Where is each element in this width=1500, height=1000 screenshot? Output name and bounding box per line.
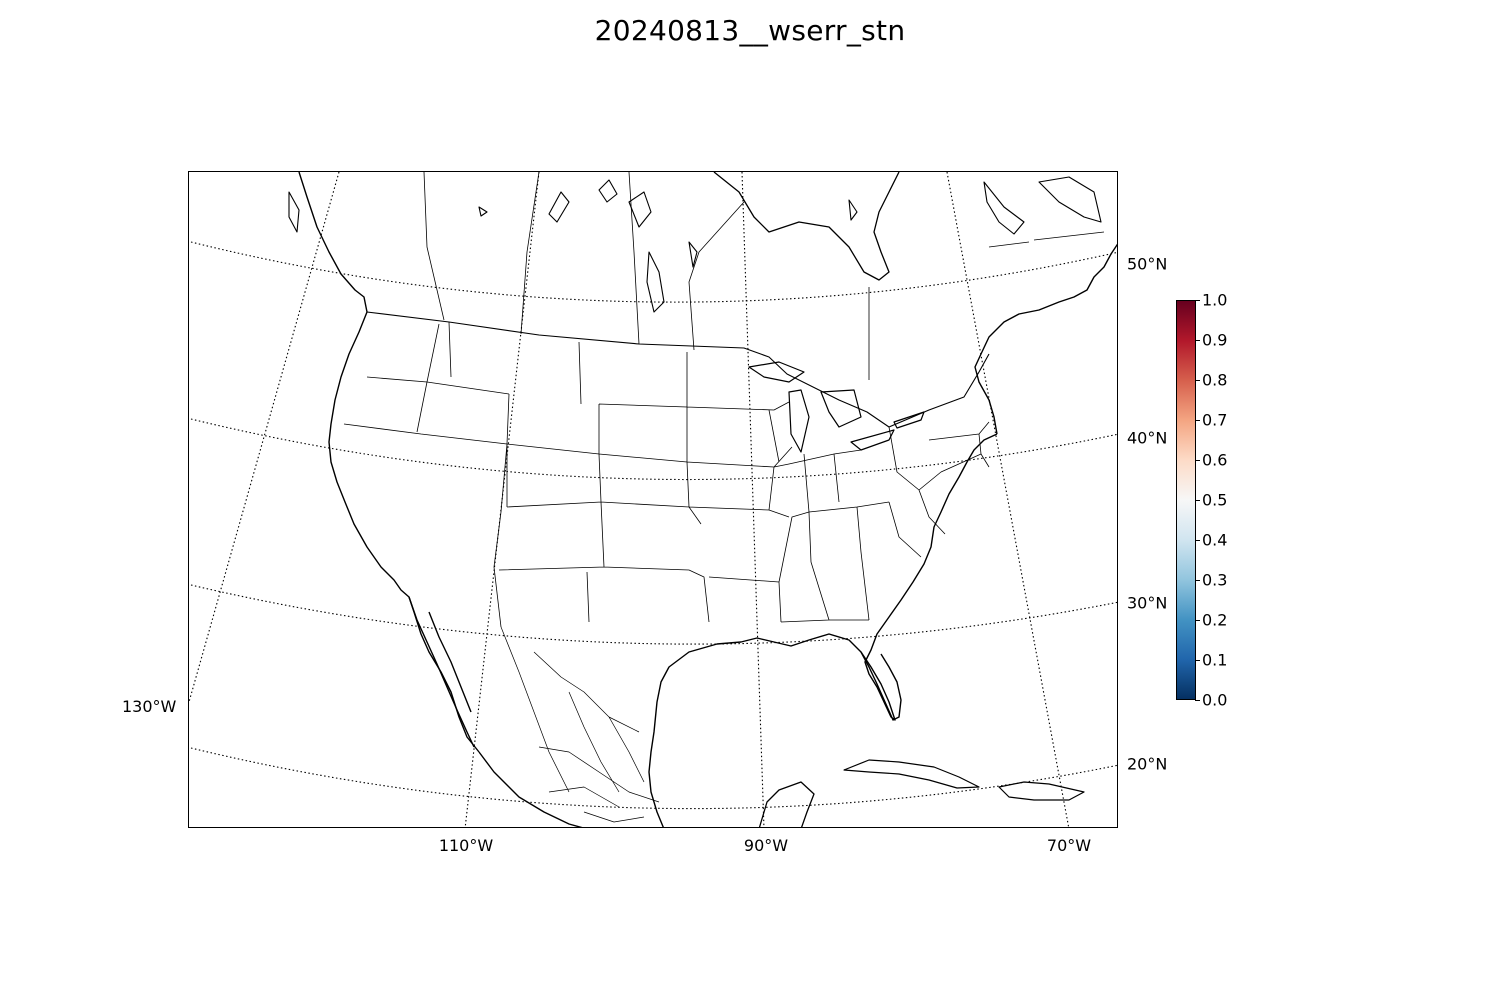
colorbar-label: 0.5: [1202, 490, 1228, 510]
lat-label-20n: 20°N: [1127, 754, 1168, 774]
colorbar-label: 0.0: [1202, 690, 1228, 710]
florida-peninsula: [860, 651, 902, 721]
lon-label-70w: 70°W: [1046, 836, 1092, 855]
colorbar-label: 0.8: [1202, 370, 1228, 390]
colorbar-tick: [1195, 300, 1200, 301]
us-states: [343, 321, 990, 628]
lon-label-130w: 130°W: [122, 697, 177, 716]
central-america-coast: [758, 781, 815, 827]
colorbar-label: 0.4: [1202, 530, 1228, 550]
coastline-northeast: [974, 243, 1117, 435]
cuba: [843, 759, 980, 789]
colorbar-label: 0.1: [1202, 650, 1228, 670]
lon-label-110w: 110°W: [438, 836, 494, 855]
colorbar: [1176, 300, 1196, 700]
colorbar-tick: [1195, 540, 1200, 541]
chart-title: 20240813__wserr_stn: [594, 14, 906, 47]
colorbar-label: 0.9: [1202, 330, 1228, 350]
meridian-130w: [189, 172, 340, 703]
lat-label-50n: 50°N: [1127, 254, 1168, 274]
colorbar-label: 0.3: [1202, 570, 1228, 590]
colorbar-tick: [1195, 620, 1200, 621]
graticule: [189, 172, 1117, 827]
map-panel: [188, 171, 1118, 828]
lat-label-30n: 30°N: [1127, 593, 1168, 613]
coastline-gulf: [478, 433, 998, 827]
lon-label-90w: 90°W: [743, 836, 789, 855]
colorbar-tick: [1195, 340, 1200, 341]
map-canvas: [189, 172, 1117, 827]
mexico-states: [500, 626, 660, 823]
boundaries: [288, 172, 1117, 827]
colorbar-tick: [1195, 700, 1200, 701]
northern-islands: [288, 176, 1102, 313]
canada-us-border: [366, 311, 990, 428]
colorbar-tick: [1195, 380, 1200, 381]
parallel-20n: [190, 747, 1117, 810]
lat-label-40n: 40°N: [1127, 428, 1168, 448]
coastline-west: [298, 172, 480, 753]
colorbar-tick: [1195, 580, 1200, 581]
great-lakes: [748, 361, 925, 453]
parallel-50n: [190, 241, 1117, 303]
meridian-70w: [946, 172, 1070, 827]
meridian-90w: [741, 172, 765, 827]
hispaniola: [998, 781, 1085, 801]
colorbar-label: 0.6: [1202, 450, 1228, 470]
colorbar-tick: [1195, 660, 1200, 661]
hudson-bay-coast: [713, 172, 900, 281]
colorbar-label: 0.2: [1202, 610, 1228, 630]
colorbar-label: 1.0: [1202, 290, 1228, 310]
colorbar-tick: [1195, 500, 1200, 501]
colorbar-tick: [1195, 460, 1200, 461]
parallel-40n: [190, 418, 1117, 481]
canada-provinces: [423, 172, 1105, 380]
parallel-30n: [190, 584, 1117, 645]
colorbar-label: 0.7: [1202, 410, 1228, 430]
baja-california: [408, 596, 475, 748]
colorbar-tick: [1195, 420, 1200, 421]
